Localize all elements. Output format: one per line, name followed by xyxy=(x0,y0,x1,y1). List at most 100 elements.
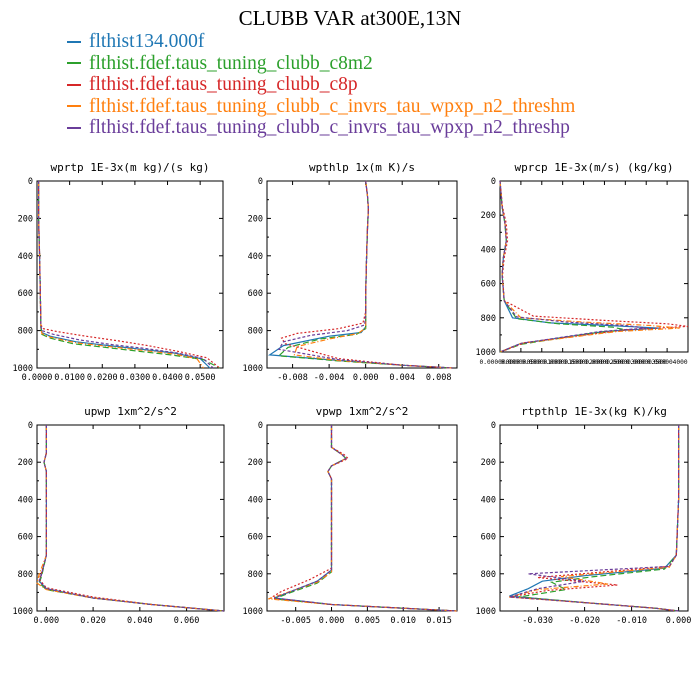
series-line-5 xyxy=(273,425,458,612)
panel-title: wprtp 1E-3x(m kg)/(s kg) xyxy=(51,161,210,174)
legend-label: flthist.fdef.taus_tuning_clubb_c8m2 xyxy=(89,52,373,74)
x-tick-label: 0.0100 xyxy=(54,373,85,383)
chart-panel-2: wpthlp 1x(m K)/s 0 200 400 600 800 1000 -0.008-… xyxy=(243,161,458,383)
series-line-1 xyxy=(273,425,458,612)
x-tick-label: -0.004 xyxy=(314,373,345,383)
plot-frame xyxy=(266,180,458,369)
series-line-1 xyxy=(499,180,659,353)
y-tick-label: 200 xyxy=(18,458,33,468)
y-tick-label: 0 xyxy=(28,421,33,431)
y-tick-label: 600 xyxy=(481,533,496,543)
legend-label: flthist.fdef.taus_tuning_clubb_c_invrs_t… xyxy=(89,117,570,138)
x-tick-label: 0.000001500 xyxy=(542,359,583,366)
y-tick-label: 200 xyxy=(481,211,496,221)
y-tick-label: 600 xyxy=(18,289,33,299)
series-line-1 xyxy=(37,181,211,369)
x-tick-label: 0.008 xyxy=(426,373,452,383)
y-tick-label: 200 xyxy=(248,458,263,468)
series-line-5 xyxy=(499,180,647,353)
x-tick-label: 0.000 xyxy=(319,616,345,626)
x-tick-label: 0.000003000 xyxy=(605,359,646,366)
series-line-4 xyxy=(499,180,680,353)
x-tick-label: 0.0400 xyxy=(152,373,183,383)
x-tick-label: 0.010 xyxy=(390,616,416,626)
x-tick-label: 0.000002000 xyxy=(563,359,604,366)
x-tick-label: 0.0000 xyxy=(22,373,53,383)
x-tick-label: 0.0300 xyxy=(120,373,151,383)
panel-title: wprcp 1E-3x(m/s) (kg/kg) xyxy=(515,161,674,174)
x-tick-label: 0.000001000 xyxy=(521,359,562,366)
x-tick-label: 0.000002500 xyxy=(584,359,625,366)
legend-label: flthist.fdef.taus_tuning_clubb_c8p xyxy=(89,74,358,95)
series-line-4 xyxy=(268,425,458,612)
series-line-5 xyxy=(38,425,225,612)
x-tick-label: 0.000 xyxy=(34,616,60,626)
y-tick-label: 400 xyxy=(248,495,263,505)
y-tick-label: 800 xyxy=(18,570,33,580)
x-tick-label: 0.005 xyxy=(355,616,381,626)
series-line-5 xyxy=(37,181,214,369)
legend-swatch xyxy=(67,105,81,108)
series-line-5 xyxy=(509,425,680,612)
x-tick-label: 0.0500 xyxy=(185,373,216,383)
legend-item: flthist.fdef.taus_tuning_clubb_c8m2 xyxy=(67,53,575,75)
series-line-4 xyxy=(293,180,453,369)
series-line-3 xyxy=(37,181,221,369)
y-tick-label: 200 xyxy=(481,458,496,468)
legend-label: flthist.fdef.taus_tuning_clubb_c_invrs_t… xyxy=(89,95,576,117)
series-line-2 xyxy=(273,425,458,612)
y-tick-label: 600 xyxy=(481,280,496,290)
series-line-3 xyxy=(509,425,680,612)
panel-title: upwp 1xm^2/s^2 xyxy=(84,405,177,418)
y-tick-label: 600 xyxy=(248,533,263,543)
x-tick-label: 0.040 xyxy=(127,616,153,626)
series-line-2 xyxy=(38,425,225,612)
y-tick-label: 200 xyxy=(18,214,33,224)
y-tick-label: 1000 xyxy=(13,607,33,617)
y-tick-label: 400 xyxy=(481,245,496,255)
legend-swatch xyxy=(67,126,81,129)
legend-swatch xyxy=(67,62,81,65)
series-line-5 xyxy=(277,180,453,369)
legend-swatch xyxy=(67,83,81,86)
x-tick-label: 0.015 xyxy=(426,616,452,626)
y-tick-label: 1000 xyxy=(476,348,496,358)
y-tick-label: 400 xyxy=(18,495,33,505)
x-tick-label: -0.005 xyxy=(280,616,311,626)
panel-title: rtpthlp 1E-3x(kg K)/kg xyxy=(521,405,667,418)
plot-frame xyxy=(36,424,225,612)
series-line-3 xyxy=(268,425,458,612)
figure-title: CLUBB VAR at300E,13N xyxy=(238,6,462,30)
y-tick-label: 0 xyxy=(491,421,496,431)
series-line-3 xyxy=(280,180,453,369)
series-line-2 xyxy=(277,180,453,369)
legend-item: flthist.fdef.taus_tuning_clubb_c_invrs_t… xyxy=(67,96,575,118)
x-tick-label: 0.000000000 xyxy=(480,359,521,366)
y-tick-label: 1000 xyxy=(476,607,496,617)
x-tick-label: 0.000004000 xyxy=(647,359,688,366)
plot-frame xyxy=(266,424,458,612)
x-tick-label: 0.0200 xyxy=(87,373,118,383)
series-line-3 xyxy=(38,425,225,612)
x-tick-label: -0.008 xyxy=(277,373,308,383)
panel-title: wpthlp 1x(m K)/s xyxy=(309,161,415,174)
x-tick-label: 0.000003500 xyxy=(626,359,667,366)
y-tick-label: 400 xyxy=(248,252,263,262)
legend-swatch xyxy=(67,40,81,43)
x-tick-label: 0.000000500 xyxy=(500,359,541,366)
x-tick-label: 0.060 xyxy=(174,616,200,626)
y-tick-label: 200 xyxy=(248,214,263,224)
chart-panel-6: rtpthlp 1E-3x(kg K)/kg 0 200 400 600 800 1000 -… xyxy=(476,405,692,626)
x-tick-label: -0.010 xyxy=(616,616,647,626)
series-line-1 xyxy=(38,425,225,612)
y-tick-label: 800 xyxy=(248,327,263,337)
series-line-4 xyxy=(37,181,204,369)
y-tick-label: 0 xyxy=(491,177,496,187)
chart-panel-3: wprcp 1E-3x(m/s) (kg/kg) 0 200 400 600 800 100… xyxy=(476,161,689,366)
x-tick-label: 0.004 xyxy=(389,373,415,383)
y-tick-label: 800 xyxy=(481,570,496,580)
legend: flthist134.000f flthist.fdef.taus_tuning… xyxy=(67,31,575,139)
x-tick-label: 0.000 xyxy=(666,616,692,626)
